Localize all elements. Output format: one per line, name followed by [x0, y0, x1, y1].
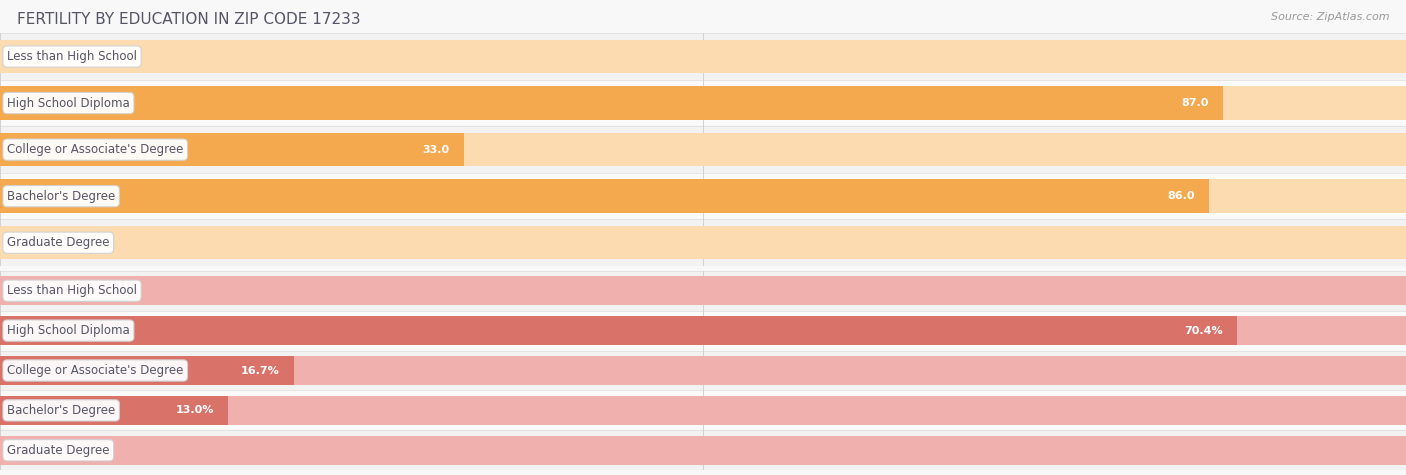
Text: Bachelor's Degree: Bachelor's Degree — [7, 190, 115, 203]
Text: Graduate Degree: Graduate Degree — [7, 444, 110, 457]
Text: 16.7%: 16.7% — [240, 365, 280, 376]
Bar — [0, 316, 1406, 345]
Bar — [0, 80, 1406, 126]
Bar — [0, 436, 1406, 465]
Text: Less than High School: Less than High School — [7, 284, 136, 297]
Bar — [0, 430, 1406, 470]
Text: 0.0%: 0.0% — [21, 285, 49, 296]
Text: 70.4%: 70.4% — [1185, 325, 1223, 336]
Text: 0.0%: 0.0% — [21, 445, 49, 456]
Bar — [0, 351, 1406, 390]
Bar — [0, 356, 1406, 385]
Bar — [0, 316, 1237, 345]
Bar — [0, 311, 1406, 351]
Bar — [0, 356, 294, 385]
Bar — [0, 180, 1209, 213]
Bar — [0, 86, 1223, 120]
Text: High School Diploma: High School Diploma — [7, 324, 129, 337]
Bar — [0, 219, 1406, 266]
Bar — [0, 133, 1406, 166]
Bar — [0, 226, 1406, 259]
Bar — [0, 86, 1406, 120]
Bar — [0, 40, 1406, 73]
Text: High School Diploma: High School Diploma — [7, 96, 129, 110]
Bar — [0, 396, 228, 425]
Text: College or Associate's Degree: College or Associate's Degree — [7, 364, 183, 377]
Text: Graduate Degree: Graduate Degree — [7, 236, 110, 249]
Bar — [0, 271, 1406, 311]
Bar — [0, 180, 1406, 213]
Text: Source: ZipAtlas.com: Source: ZipAtlas.com — [1271, 12, 1389, 22]
Text: College or Associate's Degree: College or Associate's Degree — [7, 143, 183, 156]
Text: Less than High School: Less than High School — [7, 50, 136, 63]
Text: 87.0: 87.0 — [1182, 98, 1209, 108]
Bar — [0, 396, 1406, 425]
Bar — [0, 33, 1406, 80]
Text: 33.0: 33.0 — [423, 144, 450, 155]
Bar — [0, 390, 1406, 430]
Text: 0.0: 0.0 — [21, 51, 39, 62]
Text: 86.0: 86.0 — [1167, 191, 1195, 201]
Bar — [0, 276, 1406, 305]
Bar — [0, 133, 464, 166]
Text: 0.0: 0.0 — [21, 238, 39, 248]
Text: Bachelor's Degree: Bachelor's Degree — [7, 404, 115, 417]
Text: 13.0%: 13.0% — [176, 405, 214, 416]
Text: FERTILITY BY EDUCATION IN ZIP CODE 17233: FERTILITY BY EDUCATION IN ZIP CODE 17233 — [17, 12, 360, 27]
Bar — [0, 126, 1406, 173]
Bar — [0, 173, 1406, 219]
